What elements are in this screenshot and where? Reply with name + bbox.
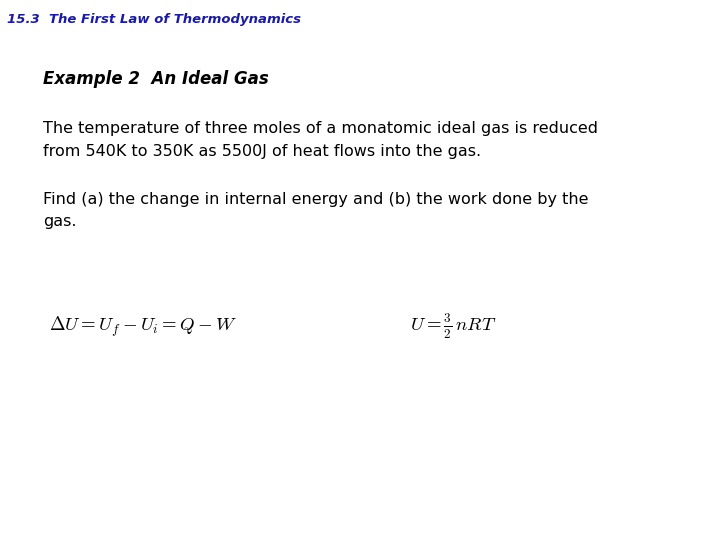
- Text: $\Delta U = U_f - U_i = Q - W$: $\Delta U = U_f - U_i = Q - W$: [49, 314, 238, 339]
- Text: Example 2  An Ideal Gas: Example 2 An Ideal Gas: [43, 70, 269, 88]
- Text: Find (a) the change in internal energy and (b) the work done by the
gas.: Find (a) the change in internal energy a…: [43, 192, 589, 229]
- Text: $U = \frac{3}{2}\,nRT$: $U = \frac{3}{2}\,nRT$: [410, 312, 497, 341]
- Text: The temperature of three moles of a monatomic ideal gas is reduced
from 540K to : The temperature of three moles of a mona…: [43, 122, 598, 159]
- Text: 15.3  The First Law of Thermodynamics: 15.3 The First Law of Thermodynamics: [7, 14, 301, 26]
